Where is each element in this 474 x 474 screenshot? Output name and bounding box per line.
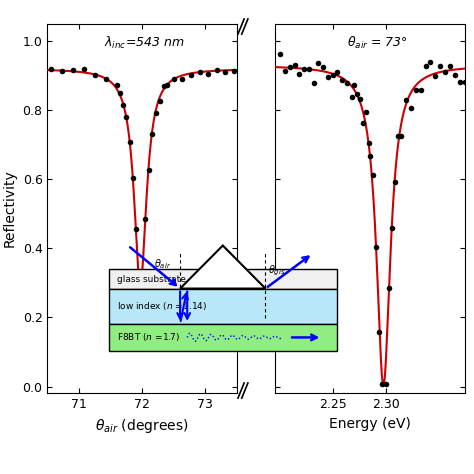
Text: glass substrate: glass substrate (117, 274, 186, 283)
Point (334, 68, 341, 75)
Point (145, 167, 152, 174)
Point (451, 72, 458, 79)
Point (379, 380, 386, 387)
Point (456, 78, 464, 86)
Point (372, 243, 380, 251)
Point (310, 79, 318, 87)
Point (132, 225, 140, 233)
Y-axis label: Reflectivity: Reflectivity (3, 170, 17, 247)
Bar (109, 324, 337, 351)
Point (382, 380, 389, 388)
Point (353, 90, 361, 97)
Point (315, 59, 322, 66)
Point (394, 132, 402, 140)
Point (123, 113, 130, 120)
Point (348, 94, 356, 101)
Point (375, 328, 383, 336)
Point (160, 82, 167, 90)
Bar (109, 269, 337, 289)
Point (356, 96, 364, 103)
Point (135, 280, 143, 287)
Point (58, 67, 65, 75)
Point (156, 97, 164, 105)
Point (148, 130, 155, 138)
Point (402, 96, 410, 103)
Point (295, 71, 303, 78)
Point (412, 87, 419, 94)
Text: low index ($n$ =1.14): low index ($n$ =1.14) (117, 300, 208, 312)
Point (126, 138, 133, 146)
Point (164, 81, 171, 89)
Point (398, 132, 405, 139)
Point (113, 82, 121, 89)
Point (196, 68, 203, 76)
Point (179, 75, 186, 82)
Text: $\theta_{air}$: $\theta_{air}$ (154, 257, 171, 271)
Point (80, 65, 88, 73)
Point (221, 68, 229, 75)
X-axis label: $\theta_{air}$ (degrees): $\theta_{air}$ (degrees) (95, 417, 189, 435)
Text: $\theta_{gls}$: $\theta_{gls}$ (268, 263, 285, 278)
Point (116, 90, 124, 97)
Point (324, 73, 332, 81)
Point (119, 101, 127, 109)
Point (437, 62, 444, 70)
Point (427, 58, 434, 65)
Point (102, 75, 109, 83)
Point (388, 225, 396, 232)
Point (446, 62, 454, 70)
Point (431, 72, 439, 80)
Point (152, 109, 159, 117)
Polygon shape (180, 246, 265, 289)
Point (281, 67, 289, 75)
Point (329, 71, 337, 79)
Point (230, 67, 237, 74)
Point (213, 66, 220, 73)
Point (291, 61, 298, 69)
Text: $\theta_{air}$ = 73°: $\theta_{air}$ = 73° (347, 35, 408, 51)
Point (204, 70, 212, 78)
Point (187, 71, 195, 79)
Point (138, 272, 146, 280)
Point (170, 75, 178, 83)
Point (286, 64, 293, 71)
Point (362, 108, 370, 116)
Point (422, 63, 429, 70)
Point (461, 79, 468, 86)
Point (365, 139, 373, 146)
Point (305, 65, 313, 73)
Point (350, 82, 358, 89)
Point (276, 51, 284, 58)
Point (407, 104, 415, 112)
Point (369, 171, 377, 179)
Point (366, 152, 374, 160)
Point (417, 86, 425, 94)
Point (47, 65, 55, 73)
Point (338, 76, 346, 84)
Point (69, 66, 76, 73)
Bar (109, 289, 337, 324)
Point (300, 65, 308, 73)
X-axis label: Energy (eV): Energy (eV) (329, 417, 410, 431)
Point (359, 118, 366, 126)
Point (391, 178, 399, 185)
Point (91, 71, 99, 79)
Point (385, 284, 392, 292)
Point (441, 69, 449, 76)
Point (142, 216, 149, 223)
Text: $\lambda_{inc}$=543 nm: $\lambda_{inc}$=543 nm (104, 35, 185, 51)
Point (343, 80, 351, 87)
Text: F8BT ($n$ =1.7): F8BT ($n$ =1.7) (117, 331, 181, 344)
Point (319, 63, 327, 71)
Point (129, 174, 137, 182)
